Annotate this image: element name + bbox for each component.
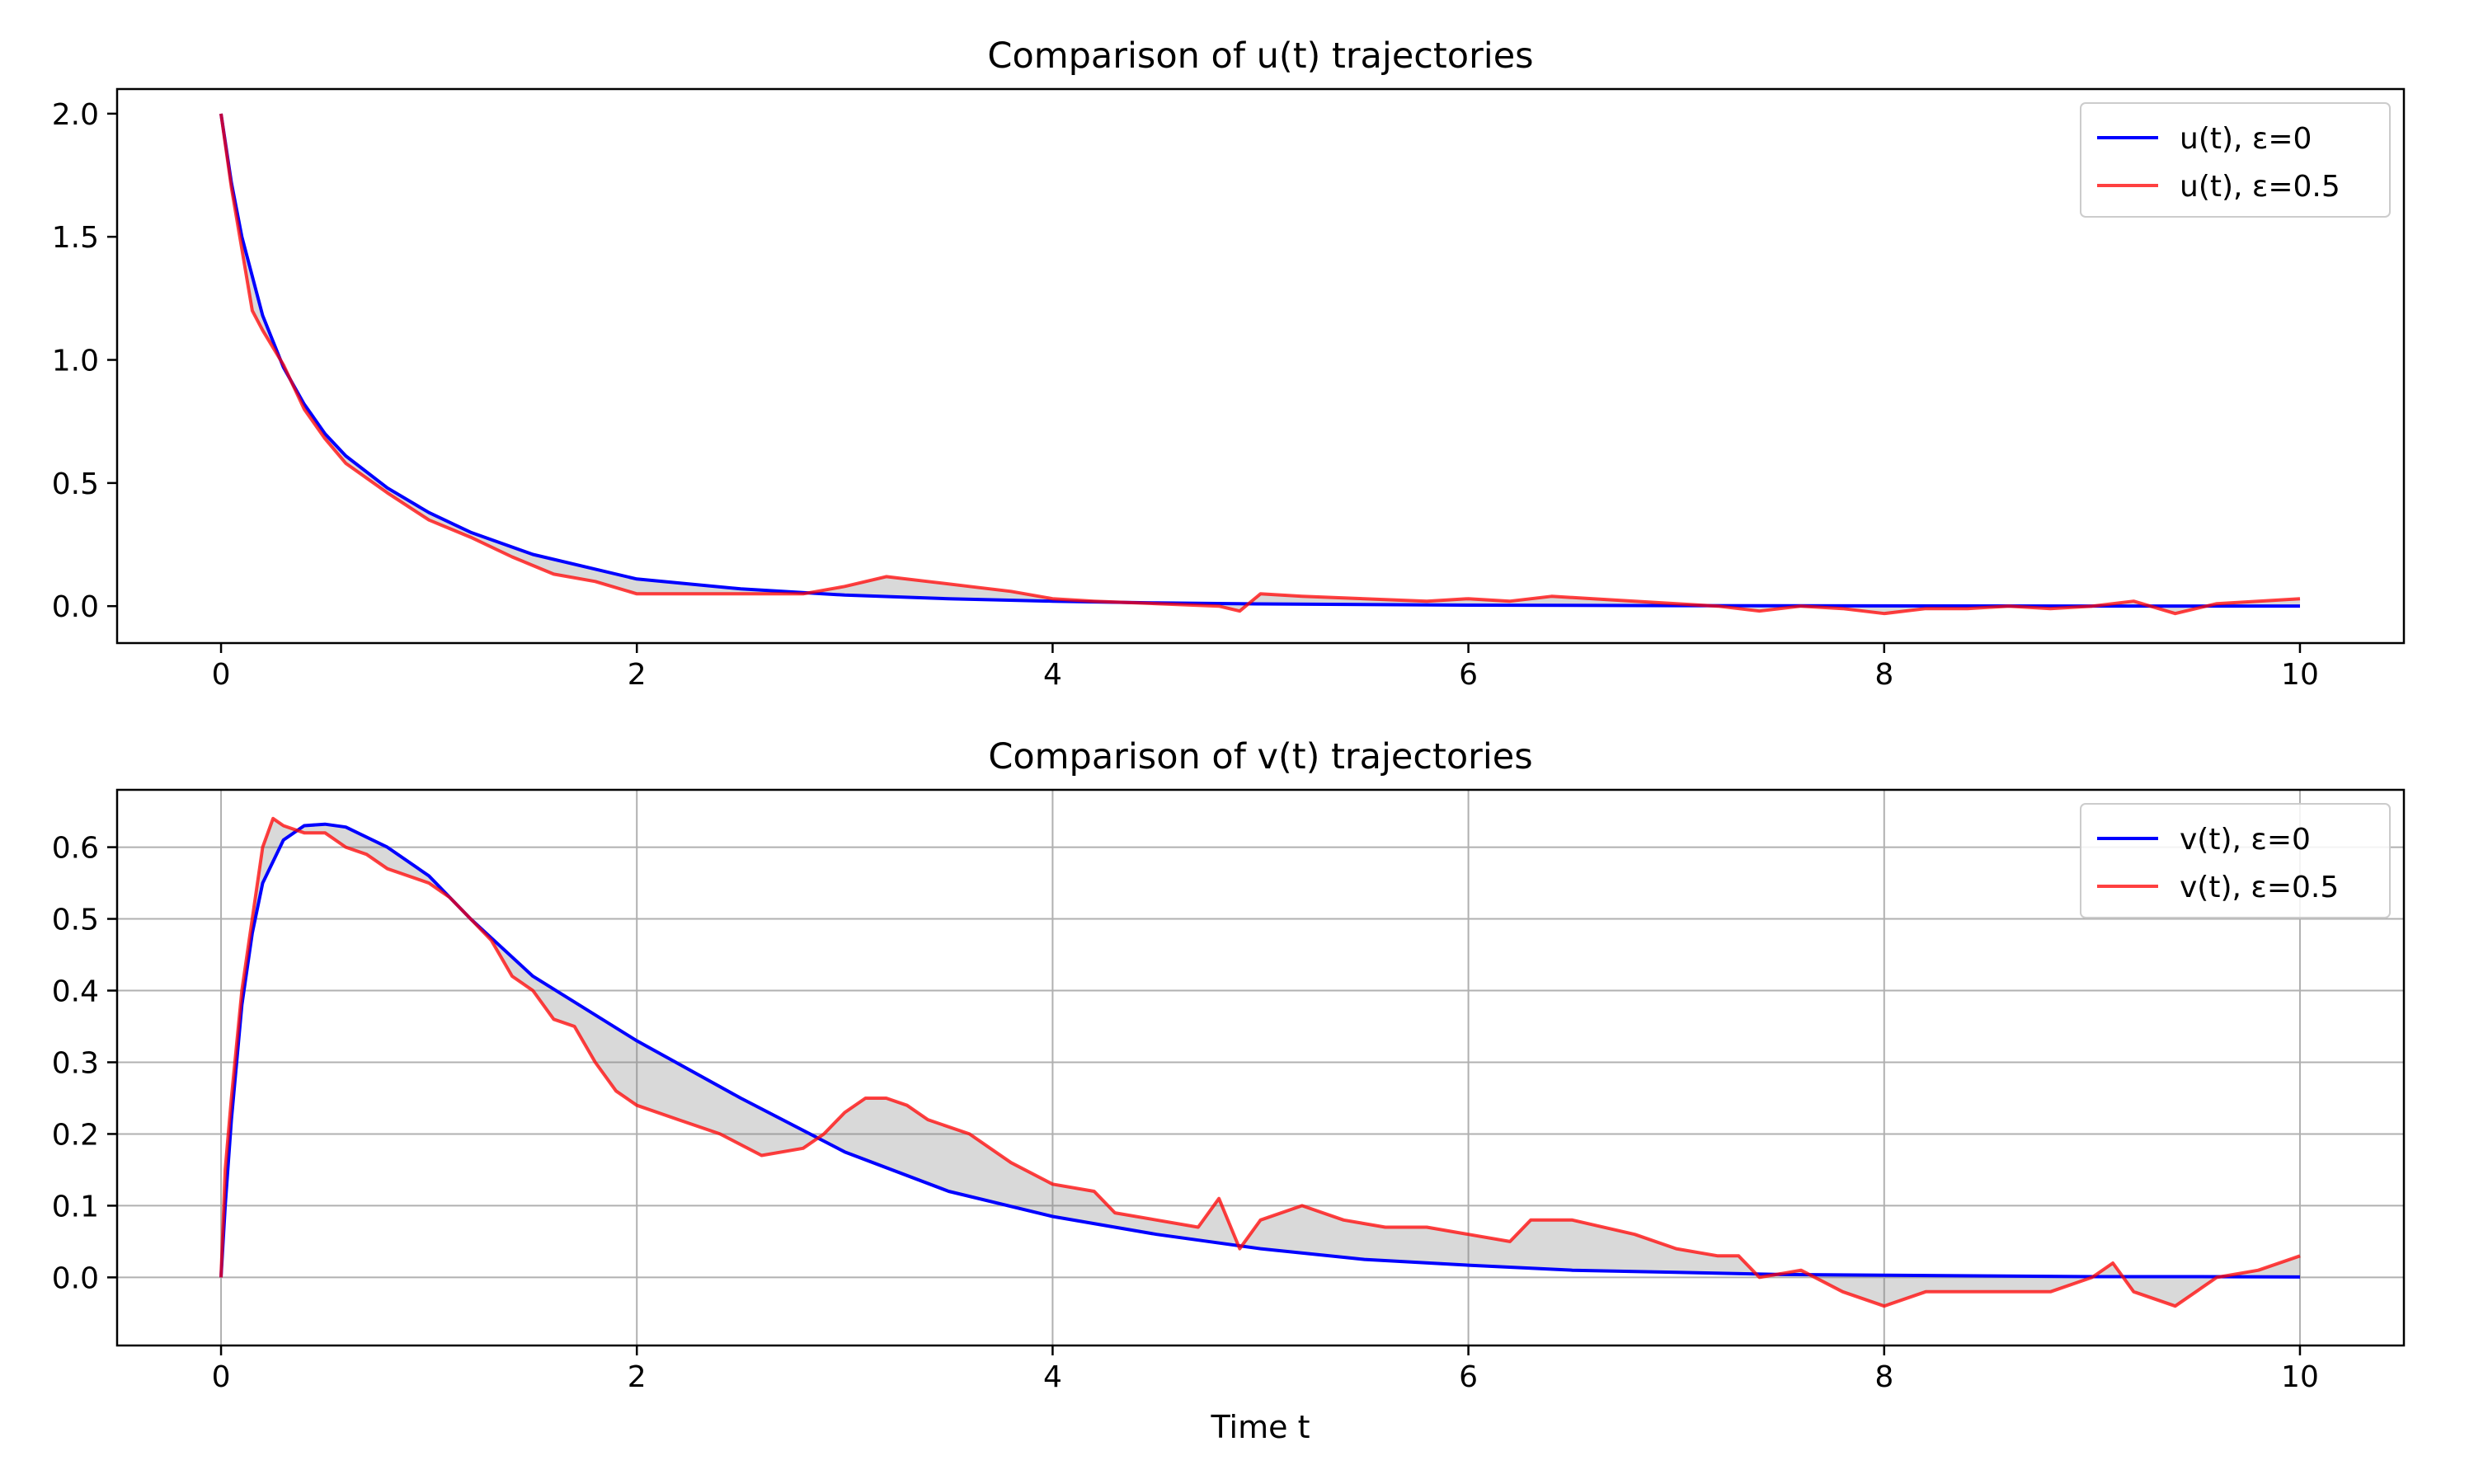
v-x-tick-label-5: 10 bbox=[2281, 1360, 2319, 1394]
u-y-tick-label-1: 0.5 bbox=[52, 467, 99, 501]
u-y-tick-label-2: 1.0 bbox=[52, 345, 99, 378]
v-y-tick-label-4: 0.4 bbox=[52, 975, 99, 1009]
u-y-tick-label-4: 2.0 bbox=[52, 98, 99, 132]
v-y-tick-label-0: 0.0 bbox=[52, 1261, 99, 1295]
v-x-tick-label-1: 2 bbox=[628, 1360, 647, 1394]
v-series-line-0 bbox=[219, 822, 2301, 1279]
u-x-tick-label-5: 10 bbox=[2281, 658, 2319, 692]
v-series-line-1 bbox=[219, 816, 2301, 1308]
u-trajectory-panel: Comparison of u(t) trajectories 0 2 4 6 8 10 0… bbox=[52, 35, 2406, 692]
v-legend-label-0: v(t), ε=0 bbox=[2180, 823, 2311, 857]
u-legend: u(t), ε=0 u(t), ε=0.5 bbox=[2080, 102, 2391, 218]
v-x-tick-label-3: 6 bbox=[1459, 1360, 1478, 1394]
u-x-tick-label-3: 6 bbox=[1459, 658, 1478, 692]
v-x-tick-label-0: 0 bbox=[212, 1360, 231, 1394]
v-trajectory-panel: Comparison of v(t) trajectories Time t 0… bbox=[52, 736, 2406, 1445]
u-legend-box bbox=[2080, 102, 2391, 218]
u-chart-title: Comparison of u(t) trajectories bbox=[987, 35, 1533, 77]
v-legend-box bbox=[2080, 803, 2391, 918]
u-legend-label-0: u(t), ε=0 bbox=[2180, 122, 2312, 156]
v-chart-title: Comparison of v(t) trajectories bbox=[988, 736, 1532, 777]
v-y-tick-label-3: 0.3 bbox=[52, 1046, 99, 1080]
v-x-axis-label: Time t bbox=[1211, 1409, 1310, 1445]
v-legend-label-1: v(t), ε=0.5 bbox=[2180, 871, 2339, 904]
v-x-tick-label-2: 4 bbox=[1043, 1360, 1062, 1394]
u-series-line-1 bbox=[219, 113, 2301, 616]
v-legend: v(t), ε=0 v(t), ε=0.5 bbox=[2080, 803, 2391, 918]
u-y-tick-label-3: 1.5 bbox=[52, 221, 99, 255]
u-y-tick-label-0: 0.0 bbox=[52, 590, 99, 624]
u-difference-fill bbox=[221, 113, 2300, 614]
v-y-tick-label-5: 0.5 bbox=[52, 904, 99, 937]
u-legend-label-1: u(t), ε=0.5 bbox=[2180, 170, 2340, 204]
v-difference-fill bbox=[221, 818, 2300, 1307]
v-x-tick-label-4: 8 bbox=[1874, 1360, 1893, 1394]
u-axes-frame bbox=[115, 87, 2406, 645]
u-x-tick-label-1: 2 bbox=[628, 658, 647, 692]
v-y-tick-label-6: 0.6 bbox=[52, 832, 99, 866]
v-axes-frame bbox=[115, 788, 2406, 1347]
u-series-line-0 bbox=[219, 113, 2300, 608]
v-y-tick-label-2: 0.2 bbox=[52, 1118, 99, 1152]
v-y-tick-label-1: 0.1 bbox=[52, 1190, 99, 1223]
u-x-tick-label-4: 8 bbox=[1874, 658, 1893, 692]
u-x-tick-label-0: 0 bbox=[212, 658, 231, 692]
u-x-tick-label-2: 4 bbox=[1043, 658, 1062, 692]
